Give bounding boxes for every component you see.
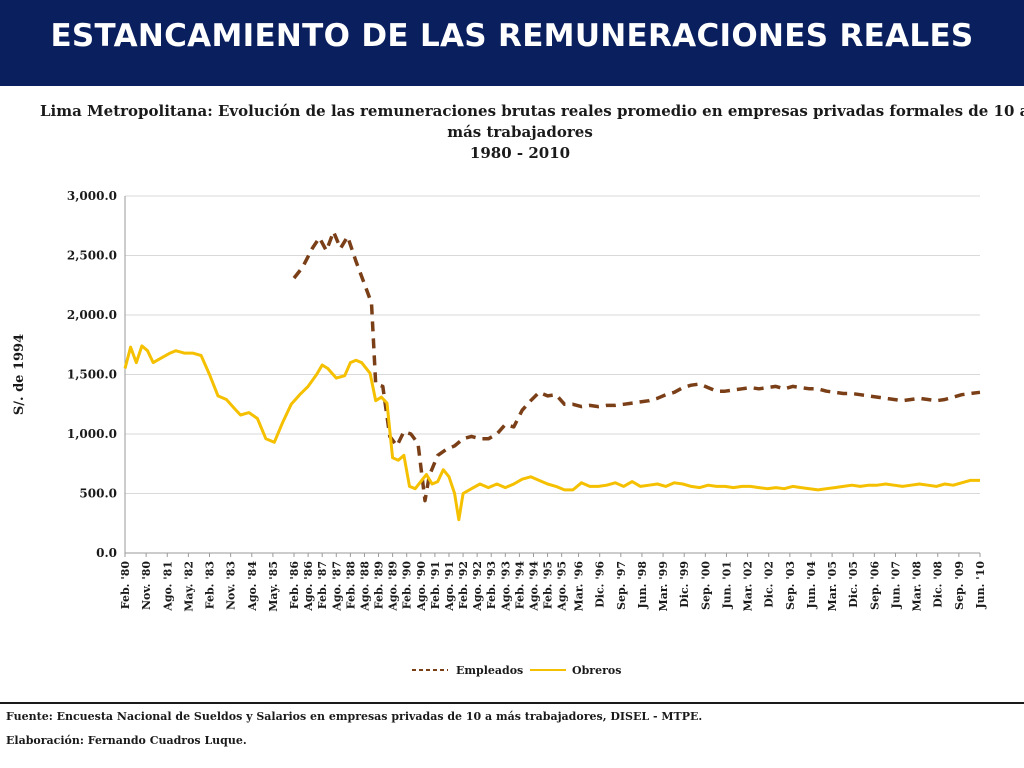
x-tick-label: Ago. '91 xyxy=(443,561,456,612)
x-tick-label: Ago. '81 xyxy=(161,561,174,612)
y-tick-label: 3,000.0 xyxy=(67,189,117,203)
source-note: Fuente: Encuesta Nacional de Sueldos y S… xyxy=(6,710,703,723)
x-tick-label: Sep. '00 xyxy=(699,561,712,610)
x-tick-label: Ago. '93 xyxy=(499,561,512,612)
x-tick-label: May. '82 xyxy=(182,561,195,612)
legend-label-empleados: Empleados xyxy=(456,664,523,677)
x-tick-label: Ago. '94 xyxy=(527,561,540,612)
series-line-obreros xyxy=(123,344,980,522)
x-tick-label: Sep. '06 xyxy=(868,561,881,610)
x-tick-label: Feb. '88 xyxy=(344,561,357,610)
x-tick-label: Ago. '92 xyxy=(471,561,484,612)
x-tick-label: Mar. '08 xyxy=(911,561,924,612)
title-banner: ESTANCAMIENTO DE LAS REMUNERACIONES REAL… xyxy=(0,0,1024,86)
x-tick-label: Feb. '87 xyxy=(316,561,329,609)
x-tick-label: Nov. '80 xyxy=(140,561,153,610)
x-tick-label: Jun. '07 xyxy=(889,561,902,610)
x-tick-label: Feb. '95 xyxy=(542,561,555,609)
x-tick-label: Dic. '02 xyxy=(763,561,776,608)
y-tick-label: 1,500.0 xyxy=(67,368,117,382)
chart-title-line-1: Lima Metropolitana: Evolución de las rem… xyxy=(40,102,1024,120)
y-axis-title: S/. de 1994 xyxy=(12,334,27,415)
x-tick-label: Dic. '08 xyxy=(932,561,945,608)
x-tick-label: Sep. '09 xyxy=(953,561,966,610)
x-tick-label: May. '85 xyxy=(267,561,280,612)
x-tick-label: Jun. '01 xyxy=(720,561,733,610)
x-tick-label: Ago. '88 xyxy=(358,561,371,612)
page-title: ESTANCAMIENTO DE LAS REMUNERACIONES REAL… xyxy=(50,18,974,54)
x-tick-label: Feb. '83 xyxy=(204,561,217,609)
y-tick-label: 2,500.0 xyxy=(67,249,117,263)
x-tick-label: Sep. '03 xyxy=(784,561,797,610)
x-tick-label: Mar. '99 xyxy=(657,561,670,611)
x-tick-label: Feb. '91 xyxy=(429,561,442,609)
x-tick-label: Mar. '05 xyxy=(826,561,839,611)
chart-title-line-3: 1980 - 2010 xyxy=(469,144,571,162)
x-tick-label: Feb. '93 xyxy=(485,561,498,609)
x-tick-label: Feb. '90 xyxy=(401,561,414,610)
x-tick-label: Feb. '89 xyxy=(373,561,386,609)
y-tick-label: 500.0 xyxy=(79,487,117,501)
x-tick-label: Jun. '10 xyxy=(974,561,987,610)
x-tick-label: Dic. '96 xyxy=(594,561,607,608)
x-tick-label: Dic. '99 xyxy=(678,561,691,608)
y-tick-label: 0.0 xyxy=(96,546,117,560)
series-line-empleados xyxy=(292,229,981,503)
x-tick-label: Jun. '04 xyxy=(805,561,818,610)
x-tick-label: Nov. '83 xyxy=(225,561,238,610)
legend-label-obreros: Obreros xyxy=(572,664,621,677)
line-chart: 0.0 500.0 1,000.0 1,500.0 2,000.0 2,500.0 3,00… xyxy=(12,189,987,677)
chart-title-line-2: más trabajadores xyxy=(447,123,593,141)
x-tick-label: Ago. '89 xyxy=(387,561,400,612)
x-tick-label: Ago. '86 xyxy=(302,561,315,612)
footer-divider xyxy=(0,702,1024,704)
y-tick-label: 2,000.0 xyxy=(67,308,117,322)
x-tick-label: Feb. '80 xyxy=(119,561,132,610)
x-tick-label: Ago. '90 xyxy=(415,561,428,612)
x-tick-label: Ago. '95 xyxy=(556,561,569,612)
x-tick-label: Mar. '96 xyxy=(573,561,586,612)
x-tick-label: Sep. '97 xyxy=(615,561,628,610)
credit-note: Elaboración: Fernando Cuadros Luque. xyxy=(6,734,247,747)
x-tick-label: Ago. '87 xyxy=(330,561,343,612)
x-tick-label: Jun. '98 xyxy=(636,561,649,610)
y-tick-label: 1,000.0 xyxy=(67,427,117,441)
x-tick-label: Feb. '92 xyxy=(457,561,470,609)
x-tick-label: Feb. '86 xyxy=(288,561,301,610)
x-tick-label: Dic. '05 xyxy=(847,561,860,608)
x-tick-label: Feb. '94 xyxy=(513,561,526,610)
x-tick-label: Ago. '84 xyxy=(246,561,259,612)
chart-title: Lima Metropolitana: Evolución de las rem… xyxy=(40,101,1024,164)
x-tick-label: Mar. '02 xyxy=(742,561,755,611)
